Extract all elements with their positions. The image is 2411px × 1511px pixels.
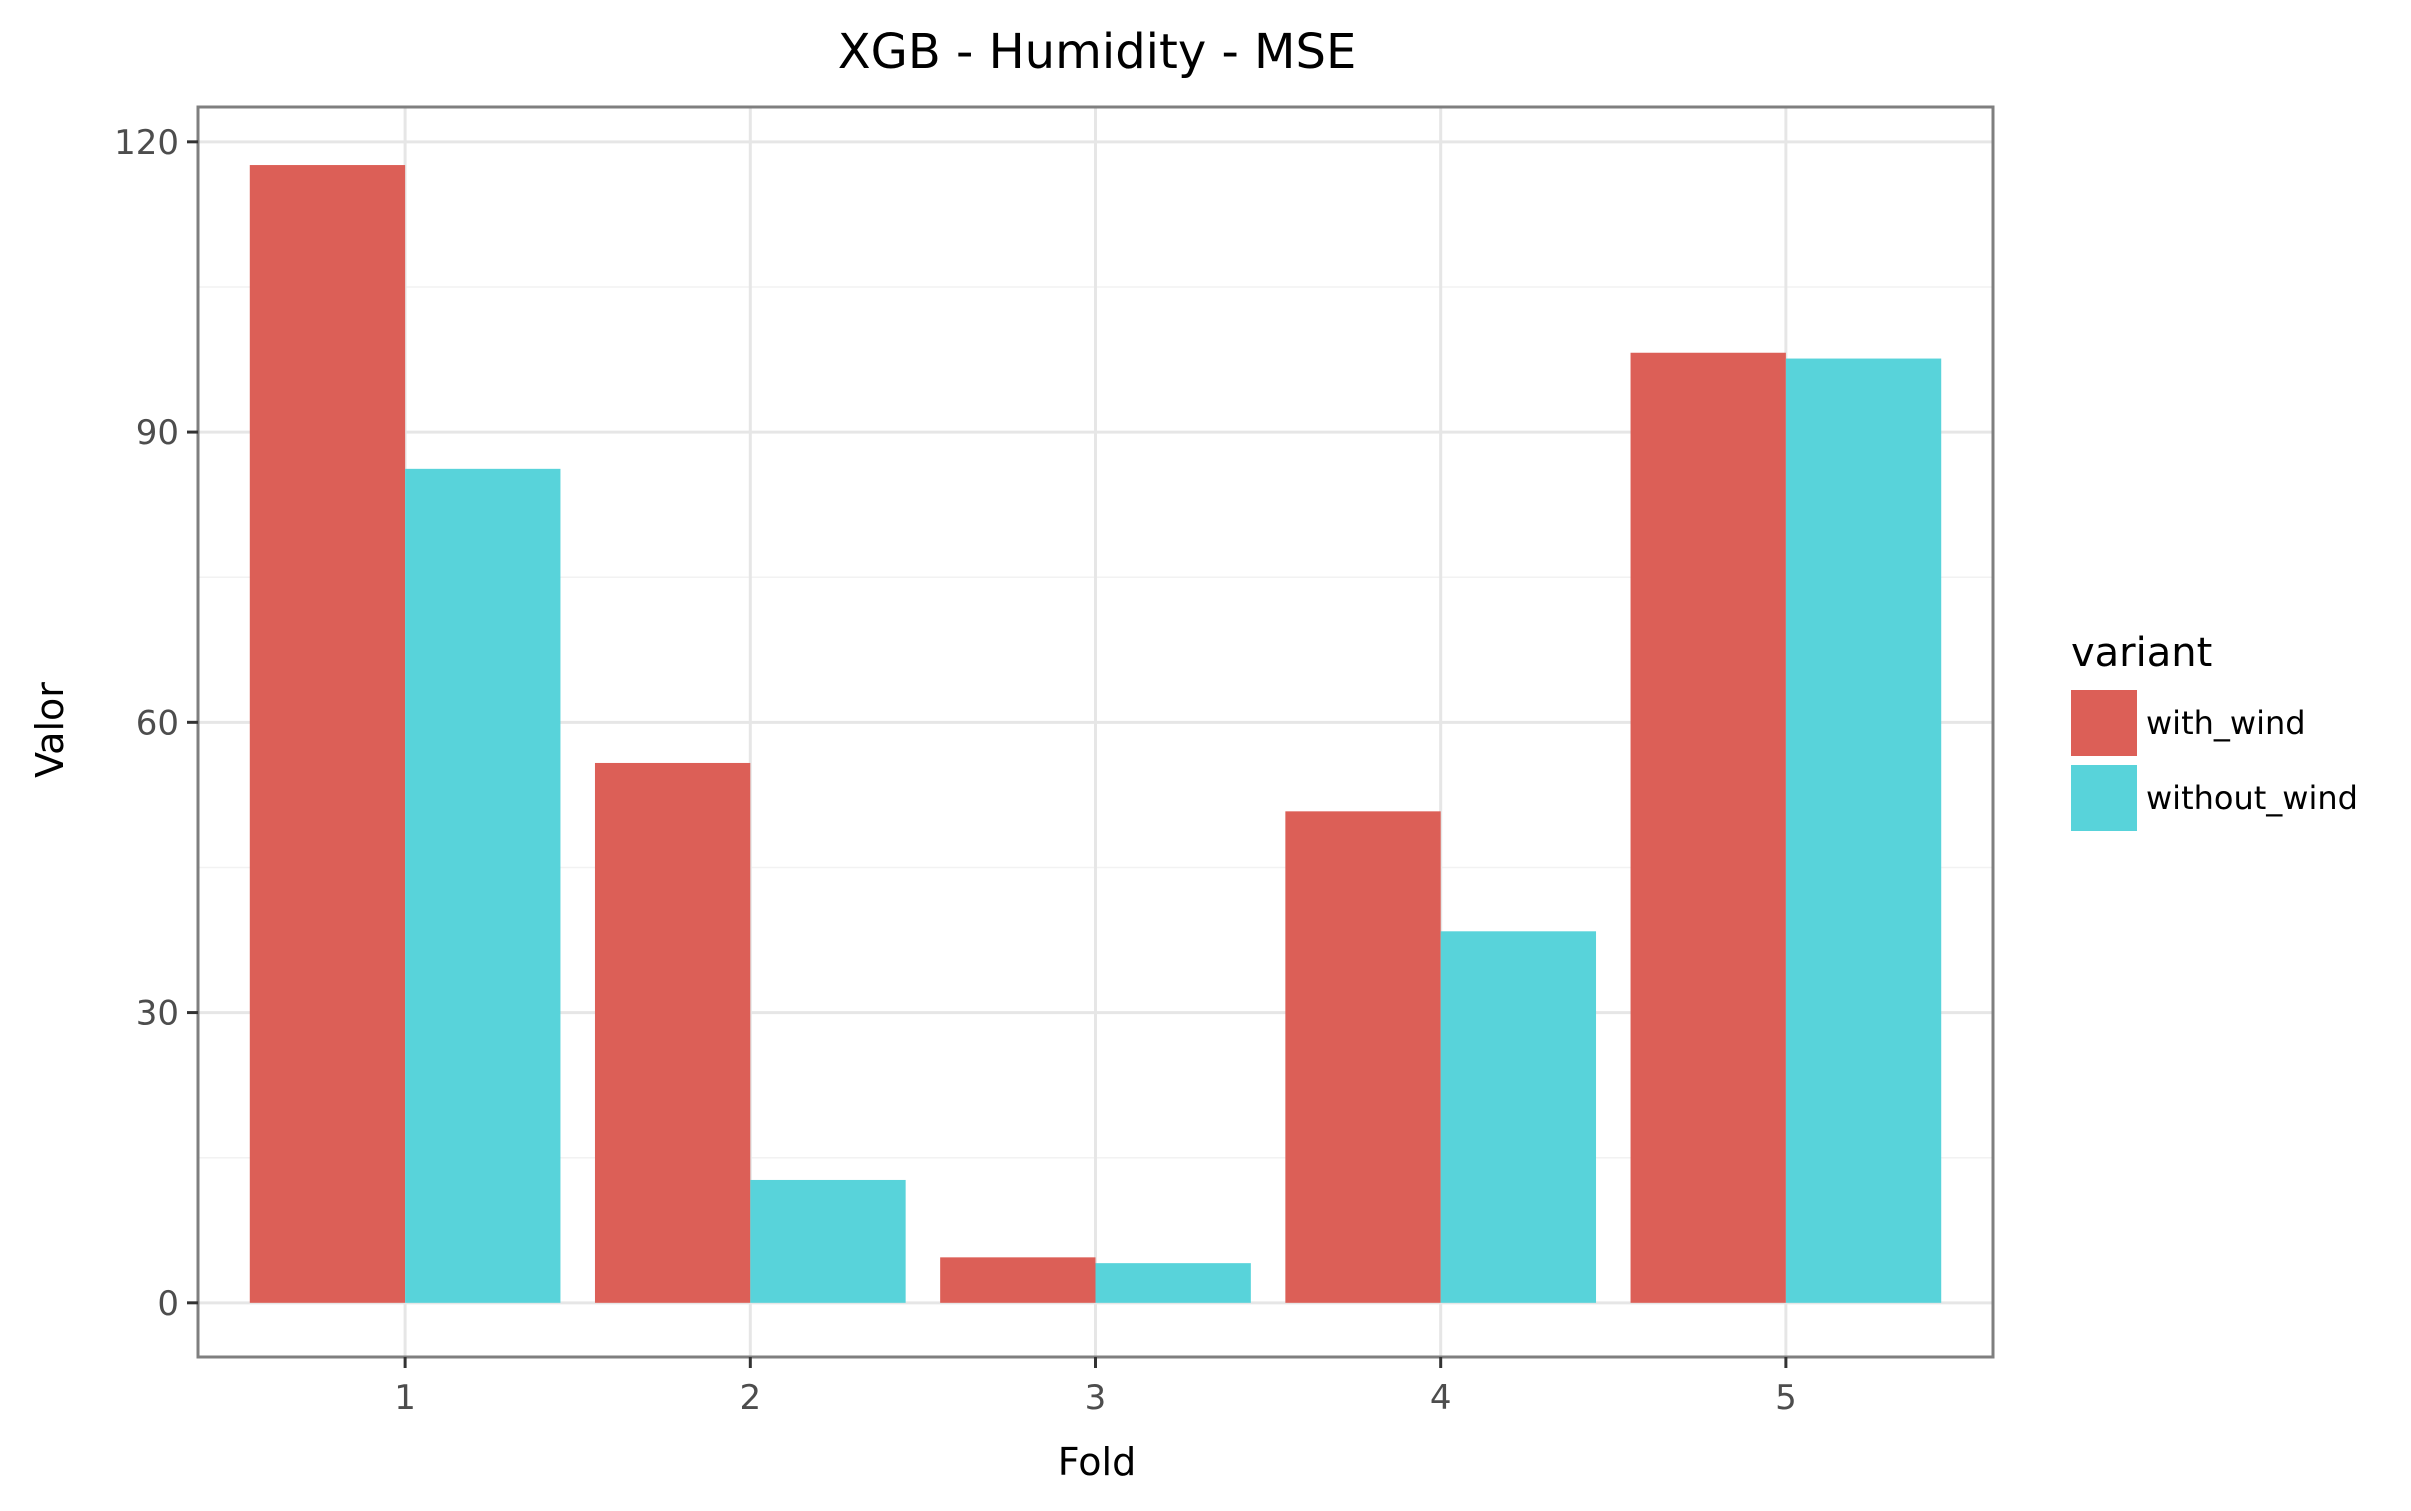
bar-with_wind-fold-2 — [594, 762, 751, 1303]
y-tick-label: 60 — [136, 703, 179, 743]
bar-without_wind-fold-5 — [1785, 358, 1942, 1303]
legend-key-with_wind — [2071, 690, 2137, 756]
x-tick-label: 1 — [394, 1378, 416, 1418]
legend-key-without_wind — [2071, 765, 2137, 831]
x-tick-label: 4 — [1430, 1378, 1452, 1418]
y-tick-label: 0 — [157, 1284, 179, 1324]
legend-label-with_wind: with_wind — [2146, 704, 2306, 742]
bar-without_wind-fold-4 — [1440, 931, 1597, 1303]
x-tick-label: 2 — [739, 1378, 761, 1418]
y-axis-title: Valor — [28, 682, 72, 778]
bars — [249, 165, 1942, 1303]
legend-label-without_wind: without_wind — [2146, 779, 2358, 817]
bar-with_wind-fold-5 — [1630, 352, 1786, 1303]
bar-without_wind-fold-3 — [1095, 1263, 1251, 1303]
y-tick-label: 120 — [114, 123, 179, 163]
y-tick-label: 90 — [136, 413, 179, 453]
legend-title: variant — [2071, 630, 2212, 676]
x-tick-label: 3 — [1085, 1378, 1107, 1418]
y-axis-ticks: 0 30 60 90 120 — [114, 123, 198, 1324]
chart-title: XGB - Humidity - MSE — [838, 24, 1357, 80]
x-axis-title: Fold — [1058, 1440, 1136, 1484]
x-axis-ticks: 1 2 3 4 5 — [394, 1357, 1797, 1418]
bar-with_wind-fold-1 — [249, 165, 406, 1303]
bar-with_wind-fold-4 — [1285, 811, 1441, 1303]
legend: variant with_wind without_wind — [2071, 630, 2358, 831]
bar-with_wind-fold-3 — [940, 1257, 1096, 1303]
bar-without_wind-fold-2 — [750, 1179, 906, 1303]
x-tick-label: 5 — [1775, 1378, 1797, 1418]
y-tick-label: 30 — [136, 994, 179, 1034]
bar-without_wind-fold-1 — [405, 468, 561, 1303]
